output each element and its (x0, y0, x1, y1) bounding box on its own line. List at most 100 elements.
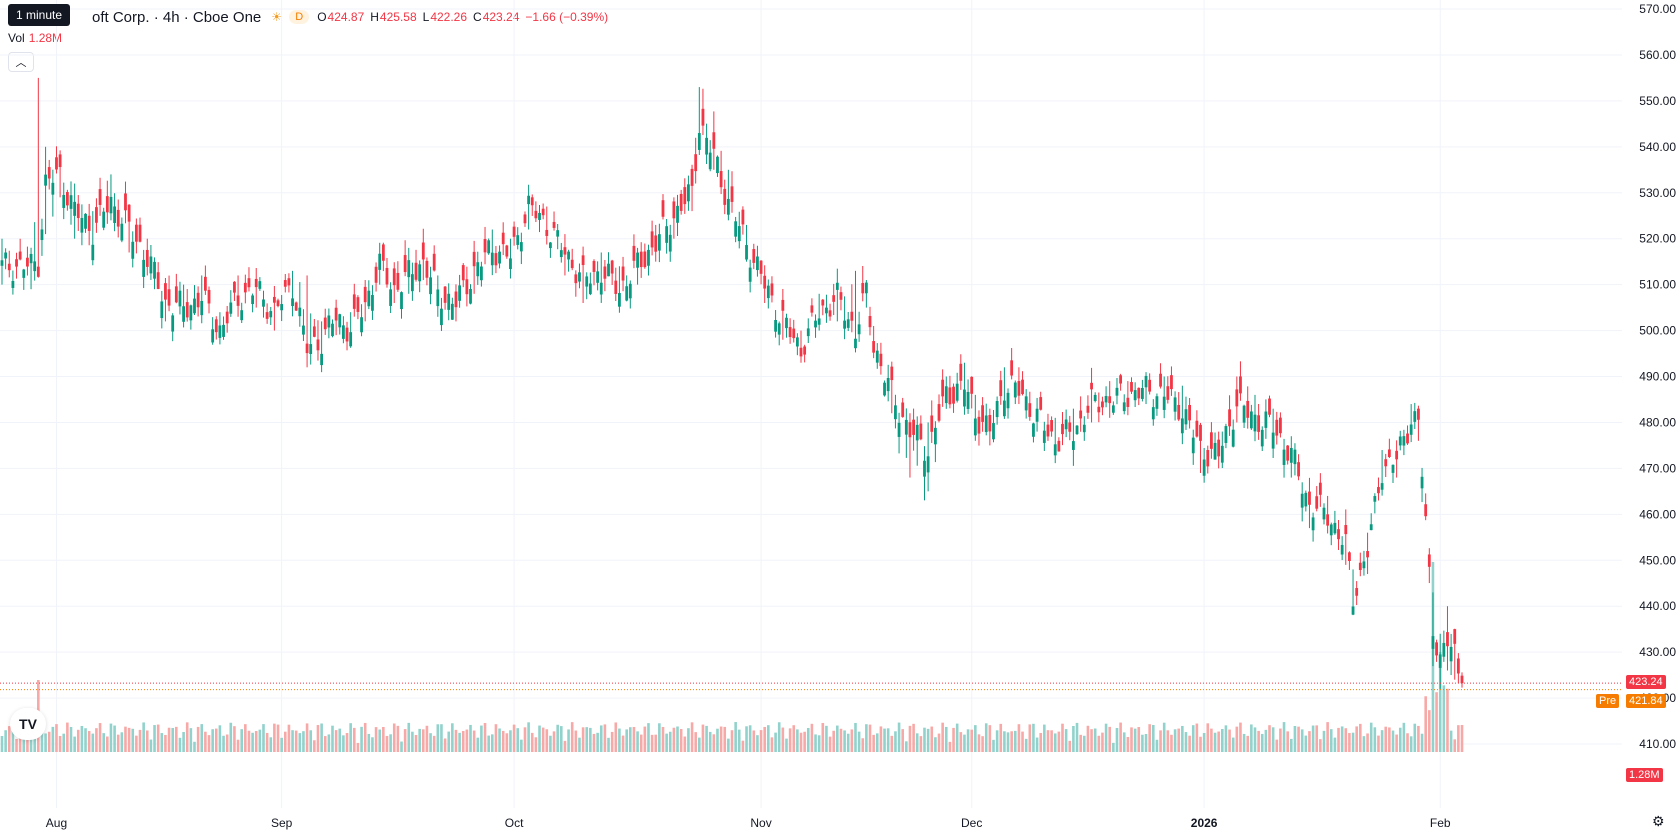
volume-bar (1253, 727, 1257, 752)
candle-body (1111, 405, 1115, 413)
volume-bar (1250, 724, 1253, 752)
candle-body (1177, 404, 1181, 420)
volume-bar (1177, 728, 1181, 752)
volume-bar (1300, 729, 1304, 752)
candle-body (1039, 397, 1043, 410)
volume-bar (930, 726, 934, 752)
delayed-badge[interactable]: D (289, 10, 310, 24)
collapse-legend-button[interactable]: ︿ (8, 52, 34, 72)
candle-body (857, 324, 861, 335)
candle-body (599, 282, 603, 295)
volume-bar (814, 734, 817, 752)
candle-body (302, 325, 305, 335)
volume-bar (196, 726, 200, 752)
candle-body (1442, 642, 1446, 657)
tradingview-logo[interactable]: TV (10, 708, 46, 740)
volume-bar (625, 729, 628, 752)
volume-bar (283, 731, 287, 752)
candle-body (737, 226, 741, 242)
volume-bar (941, 722, 944, 752)
y-tick-label: 450.00 (1639, 553, 1676, 567)
candle-body (251, 295, 254, 305)
volume-bar (1286, 731, 1289, 752)
candle-body (868, 315, 872, 328)
candle-body (1391, 464, 1395, 473)
candle-body (1064, 419, 1068, 430)
candle-body (185, 302, 189, 318)
candle-body (153, 261, 156, 279)
volume-bar (1133, 728, 1137, 752)
timeframe-tooltip: 1 minute (8, 4, 71, 26)
volume-bar (323, 736, 327, 752)
candle-body (44, 174, 47, 186)
volume-bar (520, 739, 523, 752)
symbol-title[interactable]: oft Corp. · 4h · Cboe One (92, 8, 262, 26)
candle-body (1358, 562, 1362, 570)
last-price-tag: 423.24 (1626, 675, 1666, 690)
volume-bar (1119, 722, 1122, 752)
candle-body (723, 188, 727, 205)
candle-body (1068, 422, 1072, 432)
candle-body (113, 206, 116, 223)
candle-body (1446, 632, 1449, 647)
volume-bar (1428, 710, 1431, 752)
volume-bar (411, 731, 414, 752)
volume-bar (1453, 739, 1457, 752)
volume-bar (1348, 733, 1351, 752)
candle-body (759, 260, 763, 274)
candle-body (850, 311, 854, 321)
candle-body (214, 319, 218, 333)
candle-body (167, 289, 171, 306)
candle-body (621, 266, 625, 281)
volume-bar (1388, 727, 1391, 752)
candle-body (164, 283, 167, 300)
volume-bar (352, 727, 356, 752)
volume-bar (1217, 731, 1220, 752)
candle-body (1028, 403, 1032, 417)
candle-body (1155, 396, 1159, 409)
candle-body (708, 152, 712, 170)
volume-bar (556, 724, 559, 752)
candle-body (116, 209, 120, 227)
volume-bar (1275, 739, 1279, 752)
volume-bar (1130, 727, 1133, 752)
candle-body (1050, 420, 1054, 432)
volume-bar (494, 724, 498, 752)
candle-body (1282, 449, 1286, 465)
volume-bar (62, 733, 66, 752)
volume-bar (124, 726, 127, 752)
candle-body (461, 265, 465, 281)
candle-body (1213, 442, 1217, 460)
candle-body (821, 299, 825, 306)
volume-bar (145, 730, 149, 752)
volume-bar (1279, 728, 1282, 752)
volume-bar (1035, 737, 1039, 752)
candle-body (875, 350, 879, 363)
candle-body (926, 456, 930, 473)
volume-bar (338, 728, 342, 752)
candle-body (1042, 430, 1046, 443)
settings-gear-icon[interactable]: ⚙ (1652, 813, 1665, 829)
volume-bar (748, 725, 752, 752)
candle-body (1137, 387, 1141, 399)
volume-tag: 1.28M (1626, 768, 1663, 782)
volume-bar (937, 733, 941, 752)
candle-body (1420, 476, 1424, 489)
candle-body (785, 317, 788, 329)
volume-bar (1173, 729, 1177, 752)
volume-bar (269, 737, 273, 752)
candle-body (69, 195, 73, 209)
candle-body (1017, 381, 1021, 396)
volume-bar (29, 738, 33, 752)
candle-body (243, 282, 247, 293)
volume-bar (33, 727, 36, 752)
candle-body (178, 290, 182, 307)
candle-body (341, 325, 345, 339)
candle-body (109, 196, 113, 214)
volume-bar (200, 724, 204, 752)
volume-bar (756, 735, 759, 752)
candle-body (414, 262, 418, 280)
volume-bar (1155, 739, 1159, 752)
volume-bar (1068, 740, 1072, 752)
